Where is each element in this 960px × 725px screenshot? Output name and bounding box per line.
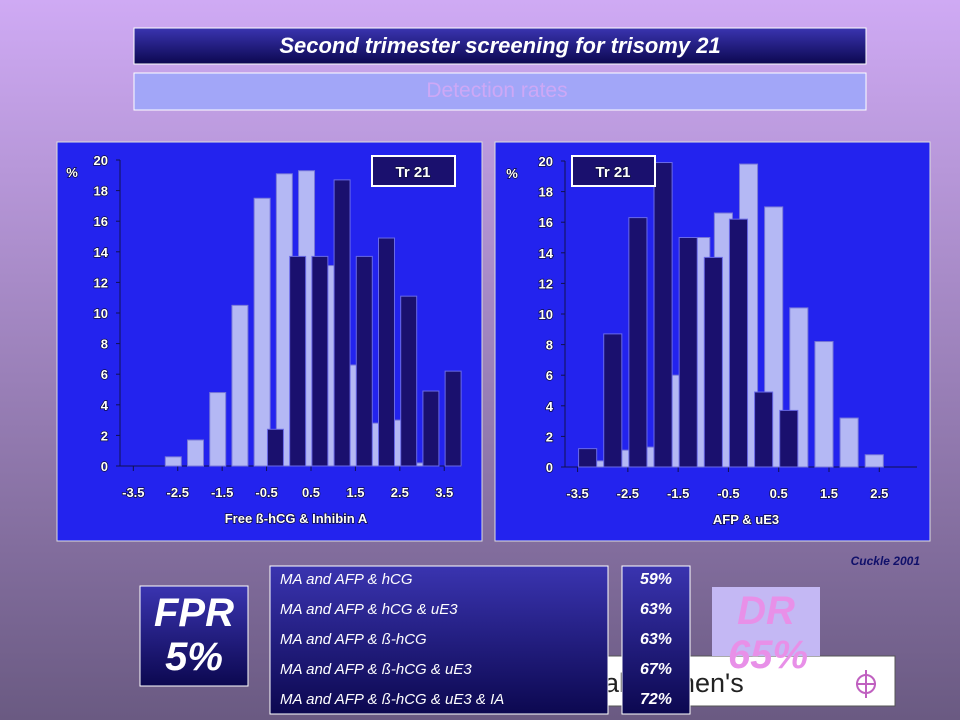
bar xyxy=(209,392,227,467)
y-tick-label: 6 xyxy=(546,368,553,383)
x-axis-title: AFP & uE3 xyxy=(713,512,779,527)
dr-label: DR xyxy=(737,589,795,633)
bar xyxy=(728,218,749,468)
y-tick-label: 20 xyxy=(539,154,553,169)
bar xyxy=(289,255,307,467)
bar xyxy=(444,370,462,467)
y-tick-label: 14 xyxy=(94,245,109,260)
y-tick-label: 10 xyxy=(539,307,553,322)
bar xyxy=(864,454,884,468)
bar xyxy=(164,456,182,467)
dr-box xyxy=(712,587,820,656)
bar xyxy=(628,217,648,468)
subtitle-box xyxy=(133,72,867,111)
x-tick-label: 1.5 xyxy=(346,485,364,500)
x-tick-label: -2.5 xyxy=(167,485,189,500)
bar xyxy=(678,237,698,468)
bar xyxy=(578,448,598,468)
y-tick-label: 16 xyxy=(94,214,108,229)
bar xyxy=(653,162,673,468)
bar xyxy=(703,256,723,468)
x-tick-label: 0.5 xyxy=(302,485,320,500)
y-tick-label: 6 xyxy=(101,367,108,382)
bar xyxy=(754,391,774,468)
y-axis-title: % xyxy=(66,165,78,180)
bar xyxy=(231,304,249,467)
y-tick-label: 4 xyxy=(546,399,554,414)
row-label: MA and AFP & ß-hCG & uE3 xyxy=(280,661,472,678)
y-tick-label: 2 xyxy=(546,429,553,444)
y-tick-label: 18 xyxy=(94,184,108,199)
y-tick-label: 2 xyxy=(101,428,108,443)
x-tick-label: 2.5 xyxy=(870,486,888,501)
legend-box xyxy=(371,155,456,187)
row-rate: 63% xyxy=(640,601,672,618)
x-tick-label: -1.5 xyxy=(667,486,689,501)
bar xyxy=(400,295,418,467)
row-label: MA and AFP & ß-hCG xyxy=(280,631,427,648)
fpr-value: 5% xyxy=(165,635,223,679)
citation: Cuckle 2001 xyxy=(851,554,921,568)
subtitle: Detection rates xyxy=(426,79,567,102)
y-tick-label: 8 xyxy=(101,337,108,352)
y-tick-label: 18 xyxy=(539,185,553,200)
bar xyxy=(253,197,271,467)
x-tick-label: 3.5 xyxy=(435,485,453,500)
row-label: MA and AFP & hCG & uE3 xyxy=(280,601,458,618)
x-tick-label: 2.5 xyxy=(391,485,409,500)
x-tick-label: 1.5 xyxy=(820,486,838,501)
y-tick-label: 4 xyxy=(101,398,109,413)
x-tick-label: -3.5 xyxy=(122,485,144,500)
bar xyxy=(187,439,205,467)
bar xyxy=(603,333,623,468)
y-tick-label: 0 xyxy=(546,460,553,475)
x-tick-label: -0.5 xyxy=(255,485,277,500)
title: Second trimester screening for trisomy 2… xyxy=(279,33,720,58)
y-axis-title: % xyxy=(506,166,518,181)
legend-label: Tr 21 xyxy=(395,164,430,181)
row-rate: 63% xyxy=(640,631,672,648)
x-tick-label: -1.5 xyxy=(211,485,233,500)
fpr-label: FPR xyxy=(154,591,234,635)
y-tick-label: 20 xyxy=(94,153,108,168)
y-tick-label: 14 xyxy=(539,246,554,261)
y-tick-label: 10 xyxy=(94,306,108,321)
legend-label: Tr 21 xyxy=(595,164,630,181)
y-tick-label: 0 xyxy=(101,459,108,474)
x-tick-label: -0.5 xyxy=(717,486,739,501)
row-rate: 72% xyxy=(640,691,672,708)
bar xyxy=(333,179,351,467)
rate-box xyxy=(621,565,691,715)
bar xyxy=(377,237,395,467)
bar xyxy=(814,341,834,468)
row-rate: 67% xyxy=(640,661,672,678)
x-axis-title: Free ß-hCG & Inhibin A xyxy=(225,511,368,526)
table-box xyxy=(269,565,609,715)
bar xyxy=(355,255,373,467)
x-tick-label: 0.5 xyxy=(770,486,788,501)
y-tick-label: 12 xyxy=(94,275,108,290)
bar xyxy=(839,417,859,468)
x-tick-label: -3.5 xyxy=(566,486,588,501)
y-tick-label: 16 xyxy=(539,215,553,230)
bar xyxy=(311,255,329,467)
dr-value: 65% xyxy=(728,633,808,677)
legend-box xyxy=(571,155,656,187)
logo xyxy=(856,670,876,698)
bar xyxy=(779,409,799,468)
fpr-box xyxy=(139,585,249,687)
row-label: MA and AFP & ß-hCG & uE3 & IA xyxy=(280,691,504,708)
row-label: MA and AFP & hCG xyxy=(280,571,413,588)
bar xyxy=(422,390,440,467)
bar xyxy=(266,428,284,467)
x-tick-label: -2.5 xyxy=(617,486,639,501)
row-rate: 59% xyxy=(640,571,672,588)
table: MA and AFP & hCG 59% MA and AFP & hCG & uE… xyxy=(280,571,672,708)
y-tick-label: 12 xyxy=(539,276,553,291)
title-box xyxy=(133,27,867,65)
y-tick-label: 8 xyxy=(546,338,553,353)
